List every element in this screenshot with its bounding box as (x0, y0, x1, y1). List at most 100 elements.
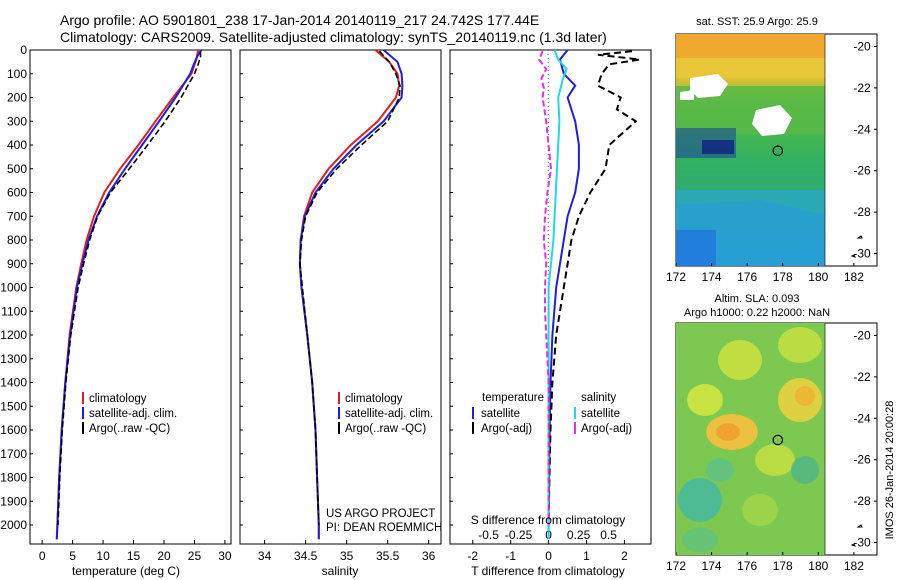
difference-series (537, 49, 640, 540)
s-tick-label: -0.25 (505, 528, 533, 542)
map-lon-label: 182 (844, 559, 864, 573)
x-tick-label: 34.5 (294, 549, 318, 563)
map-lon-label: 176 (737, 559, 757, 573)
salinity-xlabel: salinity (322, 564, 359, 578)
map-lat-label: -22 (853, 81, 871, 95)
legend-label-satellite: satellite-adj. clim. (89, 408, 177, 420)
map-lon-label: 182 (844, 270, 864, 284)
map-lon-label: 180 (808, 559, 828, 573)
depth-tick-label: 1900 (0, 494, 27, 508)
s-tick-label: 0.25 (567, 528, 591, 542)
map-lon-label: 172 (666, 559, 686, 573)
sla-low-blob (791, 456, 819, 484)
s-tick-label: 0.5 (600, 528, 617, 542)
depth-tick-label: 300 (7, 114, 27, 128)
sst-missing-data (680, 90, 694, 100)
x-tick-label: -2 (467, 549, 478, 563)
map-lat-label: -30 (853, 536, 871, 550)
sst-map-ticks: 172 174 176 178 180 182 -20 -22 -24 -26 -28 -30 (666, 39, 877, 284)
tdiff-xlabel: T difference from climatology (471, 564, 625, 578)
x-tick-label: 30 (218, 549, 232, 563)
map-lat-label: -28 (853, 494, 871, 508)
map-lat-label: -24 (853, 122, 871, 136)
x-tick-label: 10 (96, 549, 110, 563)
depth-tick-label: 1700 (0, 447, 27, 461)
x-tick-label: 15 (127, 549, 141, 563)
sla-high-blob (795, 386, 815, 406)
sst-cold-patch (702, 140, 734, 154)
sst-warm-band (676, 34, 825, 58)
x-tick-label: 35.5 (376, 549, 400, 563)
depth-tick-label: 1000 (0, 281, 27, 295)
s-tick-label: -0.5 (478, 528, 499, 542)
depth-tick-label: 100 (7, 67, 27, 81)
map-lat-label: -22 (853, 370, 871, 384)
legend-title-temperature: temperature (482, 392, 544, 404)
sla-high-blob (718, 340, 762, 380)
x-tick-label: 0 (39, 549, 46, 563)
depth-tick-label: 600 (7, 186, 27, 200)
sst-map-title: sat. SST: 25.9 Argo: 25.9 (696, 16, 818, 28)
figure-title-line1: Argo profile: AO 5901801_238 17-Jan-2014… (60, 12, 539, 28)
legend-label-s-argo: Argo(-adj) (581, 423, 632, 435)
depth-tick-label: 0 (20, 43, 27, 57)
sst-missing-data (690, 74, 728, 98)
sla-islands (850, 524, 863, 547)
project-label: US ARGO PROJECT (326, 508, 435, 520)
map-lon-label: 178 (773, 270, 793, 284)
sla-low-blob (706, 458, 734, 482)
imos-timestamp: IMOS 26-Jan-2014 20:00:28 (884, 401, 896, 540)
map-lat-label: -20 (853, 39, 871, 53)
depth-tick-label: 500 (7, 162, 27, 176)
depth-tick-label: 1600 (0, 423, 27, 437)
sla-map-subtitle: Argo h1000: 0.22 h2000: NaN (684, 307, 830, 319)
map-lat-label: -26 (853, 453, 871, 467)
series-line-satellite-adj-clim- (55, 49, 203, 540)
sla-low-blob (678, 478, 722, 522)
sst-warm-band (676, 58, 825, 78)
series-line-t-argo-adj- (547, 50, 640, 526)
series-line-satellite-adj-clim- (298, 49, 404, 540)
x-tick-label: 0 (545, 549, 552, 563)
temperature-panel-frame (29, 49, 232, 545)
map-lon-label: 174 (702, 270, 722, 284)
legend-label-s-satellite: satellite (581, 408, 620, 420)
sla-high-blob (742, 494, 778, 526)
x-tick-label: 34 (258, 549, 272, 563)
x-tick-label: 35 (340, 549, 354, 563)
difference-panel-frame (449, 49, 652, 545)
map-lon-label: 176 (737, 270, 757, 284)
sst-map (675, 33, 878, 267)
salinity-legend: climatology satellite-adj. clim. Argo(..… (326, 392, 442, 534)
x-tick-label: 5 (69, 549, 76, 563)
map-lon-label: 180 (808, 270, 828, 284)
difference-legend: temperature salinity satellite Argo(-adj… (472, 392, 632, 435)
legend-label-argo: Argo(..raw -QC) (89, 423, 170, 435)
map-lat-label: -26 (853, 164, 871, 178)
legend-label-climatology: climatology (89, 393, 147, 405)
series-line-s-argo-adj- (537, 50, 553, 525)
legend-label-climatology: climatology (345, 393, 403, 405)
sla-map (675, 322, 878, 556)
map-lat-label: -30 (853, 247, 871, 261)
depth-tick-label: 2000 (0, 518, 27, 532)
sla-high-blob (687, 384, 723, 416)
depth-tick-label: 900 (7, 257, 27, 271)
depth-tick-label: 700 (7, 209, 27, 223)
x-tick-label: 1 (583, 549, 590, 563)
series-line-argo-raw-qc- (57, 51, 202, 526)
sla-low-blob (682, 528, 718, 552)
map-lat-label: -28 (853, 205, 871, 219)
depth-tick-label: 1100 (1, 304, 27, 318)
depth-tick-label: 1200 (0, 328, 27, 342)
x-tick-label: 20 (157, 549, 171, 563)
map-lat-label: -20 (853, 328, 871, 342)
sla-high-blob (778, 327, 822, 363)
x-tick-label: -1 (505, 549, 516, 563)
depth-tick-label: 200 (7, 91, 27, 105)
temperature-legend: climatology satellite-adj. clim. Argo(..… (82, 392, 177, 435)
sla-map-title: Altim. SLA: 0.093 (715, 293, 800, 305)
salinity-series (298, 49, 404, 540)
map-lat-label: -24 (853, 411, 871, 425)
legend-title-salinity: salinity (581, 392, 616, 404)
